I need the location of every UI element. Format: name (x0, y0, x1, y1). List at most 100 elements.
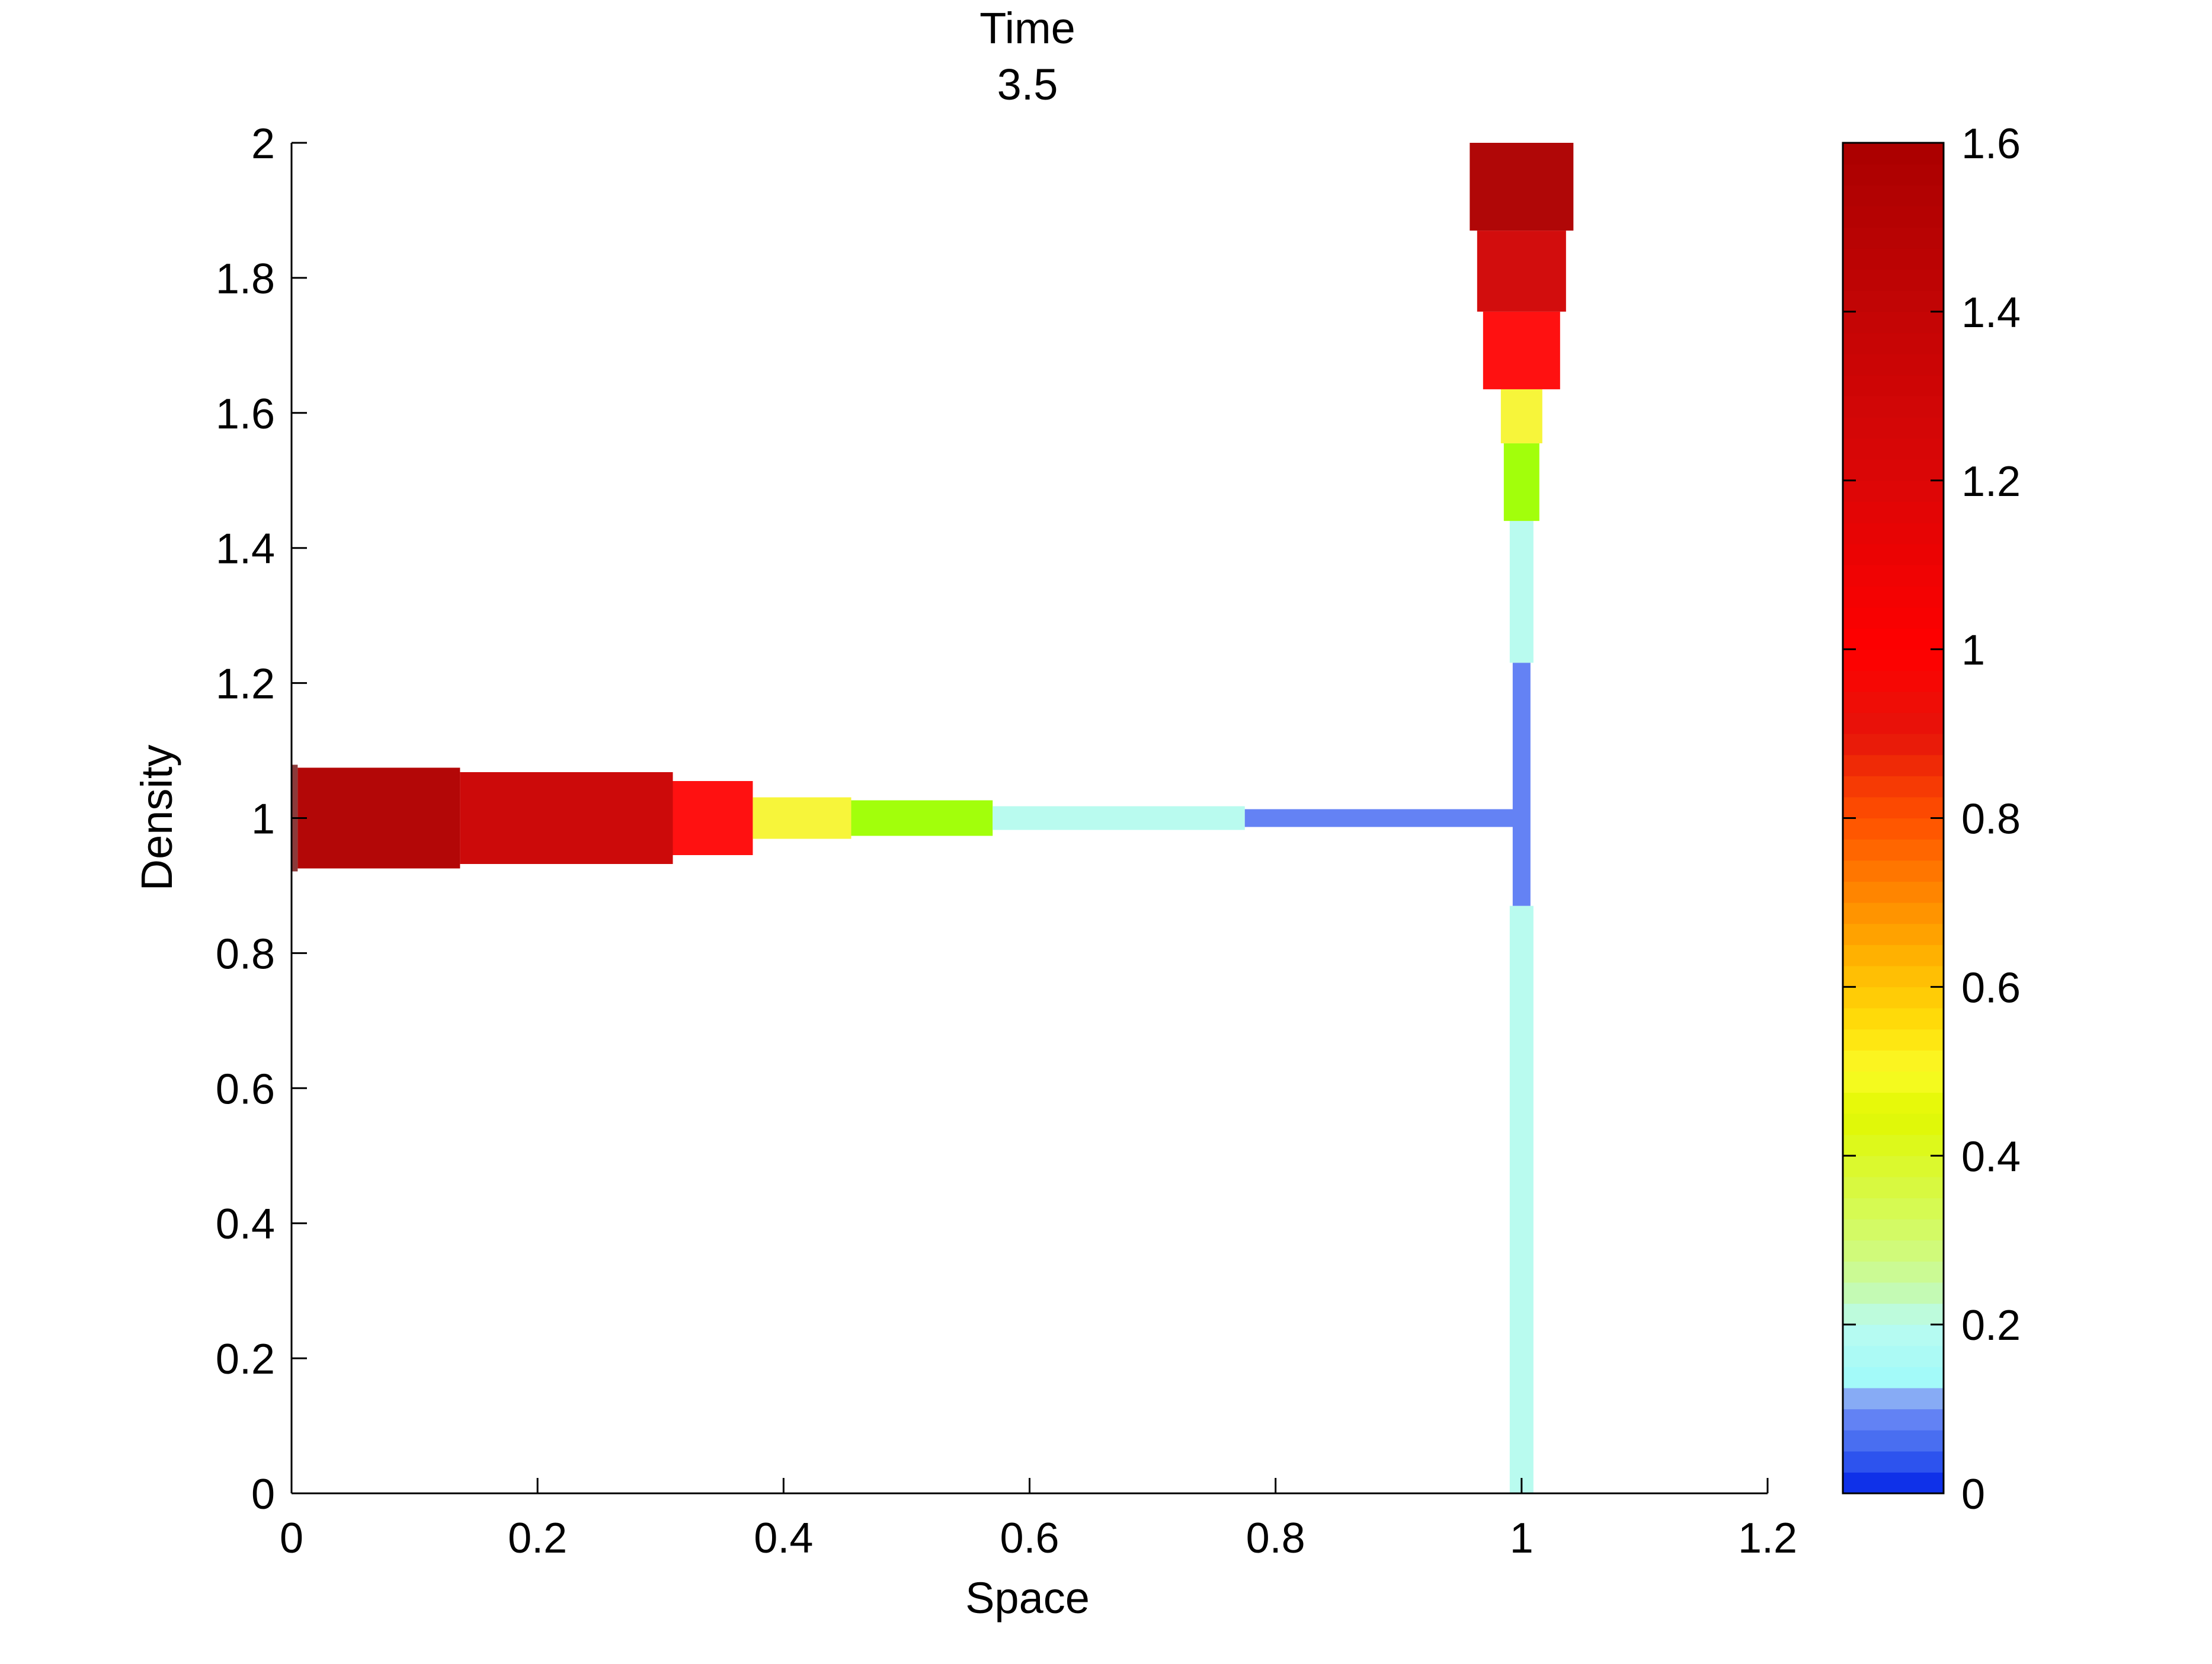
horizontal-segment-6 (993, 806, 1245, 830)
x-tick-label: 0.6 (1000, 1515, 1059, 1562)
y-tick-label: 0 (251, 1471, 275, 1518)
colorbar-band (1843, 649, 1944, 671)
colorbar-band (1843, 965, 1944, 987)
colorbar-band (1843, 670, 1944, 692)
x-tick-label: 0 (280, 1515, 303, 1562)
colorbar-tick-label: 0.4 (1961, 1133, 2021, 1180)
colorbar-band (1843, 1050, 1944, 1072)
colorbar-band (1843, 1198, 1944, 1220)
vertical-segment-0 (1509, 905, 1534, 1493)
colorbar-band (1843, 143, 1944, 165)
x-tick-label: 0.8 (1246, 1515, 1305, 1562)
colorbar-band (1843, 860, 1944, 882)
colorbar-band (1843, 354, 1944, 376)
vertical-segment-3 (1503, 443, 1539, 521)
vertical-segment-1 (1512, 663, 1531, 906)
chart-title-line-2: 3.5 (997, 60, 1058, 109)
colorbar-band (1843, 1134, 1944, 1156)
colorbar-band (1843, 1007, 1944, 1030)
colorbar-band (1843, 628, 1944, 650)
horizontal-segment-4 (753, 797, 851, 839)
colorbar-band (1843, 987, 1944, 1009)
colorbar-band (1843, 522, 1944, 545)
colorbar-band (1843, 269, 1944, 291)
colorbar-band (1843, 712, 1944, 734)
colorbar-band (1843, 417, 1944, 439)
colorbar-band (1843, 607, 1944, 629)
y-tick-label: 2 (251, 120, 275, 168)
chart-title-line-1: Time (979, 4, 1075, 53)
colorbar-band (1843, 1282, 1944, 1304)
colorbar-band (1843, 332, 1944, 354)
y-tick-label: 1.8 (216, 255, 275, 303)
vertical-segment-4 (1500, 389, 1542, 444)
colorbar-ticks: 0 0.2 0.4 0.6 0.8 1 1.2 1.4 1.6 (1843, 120, 2021, 1518)
y-tick-label: 1.4 (216, 526, 275, 573)
y-tick-label: 0.2 (216, 1336, 275, 1383)
colorbar-band (1843, 839, 1944, 861)
horizontal-segment-5 (851, 800, 993, 836)
colorbar-band (1843, 290, 1944, 312)
colorbar-band (1843, 565, 1944, 587)
colorbar-band (1843, 1387, 1944, 1410)
vertical-segment-2 (1509, 521, 1534, 663)
colorbar-band (1843, 1409, 1944, 1431)
colorbar-band (1843, 796, 1944, 819)
colorbar-band (1843, 543, 1944, 565)
y-tick-label: 0.8 (216, 930, 275, 978)
x-tick-label: 0.2 (508, 1515, 567, 1562)
colorbar-band (1843, 902, 1944, 924)
colorbar-band (1843, 1324, 1944, 1346)
colorbar-band (1843, 501, 1944, 523)
colorbar-band (1843, 480, 1944, 502)
colorbar-band (1843, 1451, 1944, 1473)
colorbar-band (1843, 776, 1944, 798)
colorbar-tick-label: 0 (1961, 1471, 1985, 1518)
colorbar-band (1843, 1029, 1944, 1051)
density-segments (292, 143, 1574, 1493)
colorbar-band (1843, 206, 1944, 228)
colorbar-band (1843, 375, 1944, 396)
vertical-segment-6 (1477, 231, 1566, 312)
horizontal-segment-2 (460, 772, 673, 864)
colorbar-band (1843, 1472, 1944, 1494)
colorbar-band (1843, 1176, 1944, 1199)
colorbar-band (1843, 691, 1944, 713)
y-tick-label: 1.2 (216, 661, 275, 708)
colorbar-band (1843, 1092, 1944, 1114)
colorbar-band (1843, 1113, 1944, 1135)
y-tick-label: 0.4 (216, 1201, 275, 1248)
colorbar-tick-label: 1.6 (1961, 120, 2021, 168)
y-axis-label: Density (132, 745, 181, 891)
y-tick-label: 1 (251, 796, 275, 843)
y-axis-ticks: 0 0.2 0.4 0.6 0.8 1 1.2 1.4 1.6 1.8 2 (216, 120, 307, 1518)
y-tick-label: 1.6 (216, 391, 275, 438)
colorbar-band (1843, 396, 1944, 418)
colorbar (1843, 143, 1944, 1494)
colorbar-tick-label: 0.6 (1961, 964, 2021, 1012)
colorbar-band (1843, 1156, 1944, 1177)
colorbar-band (1843, 1303, 1944, 1325)
x-axis-label: Space (965, 1573, 1090, 1623)
colorbar-band (1843, 1071, 1944, 1093)
colorbar-tick-label: 0.8 (1961, 796, 2021, 843)
colorbar-band (1843, 1345, 1944, 1367)
colorbar-band (1843, 459, 1944, 481)
colorbar-band (1843, 754, 1944, 776)
colorbar-band (1843, 1240, 1944, 1262)
colorbar-tick-label: 1.2 (1961, 458, 2021, 505)
colorbar-band (1843, 311, 1944, 334)
colorbar-band (1843, 164, 1944, 185)
colorbar-tick-label: 1.4 (1961, 289, 2021, 337)
colorbar-band (1843, 923, 1944, 945)
colorbar-band (1843, 881, 1944, 903)
colorbar-band (1843, 1430, 1944, 1452)
colorbar-band (1843, 734, 1944, 756)
horizontal-segment-3 (673, 781, 753, 855)
colorbar-band (1843, 227, 1944, 249)
colorbar-tick-label: 0.2 (1961, 1302, 2021, 1349)
vertical-segment-7 (1470, 143, 1574, 231)
horizontal-segment-7 (1244, 809, 1516, 827)
colorbar-band (1843, 945, 1944, 967)
